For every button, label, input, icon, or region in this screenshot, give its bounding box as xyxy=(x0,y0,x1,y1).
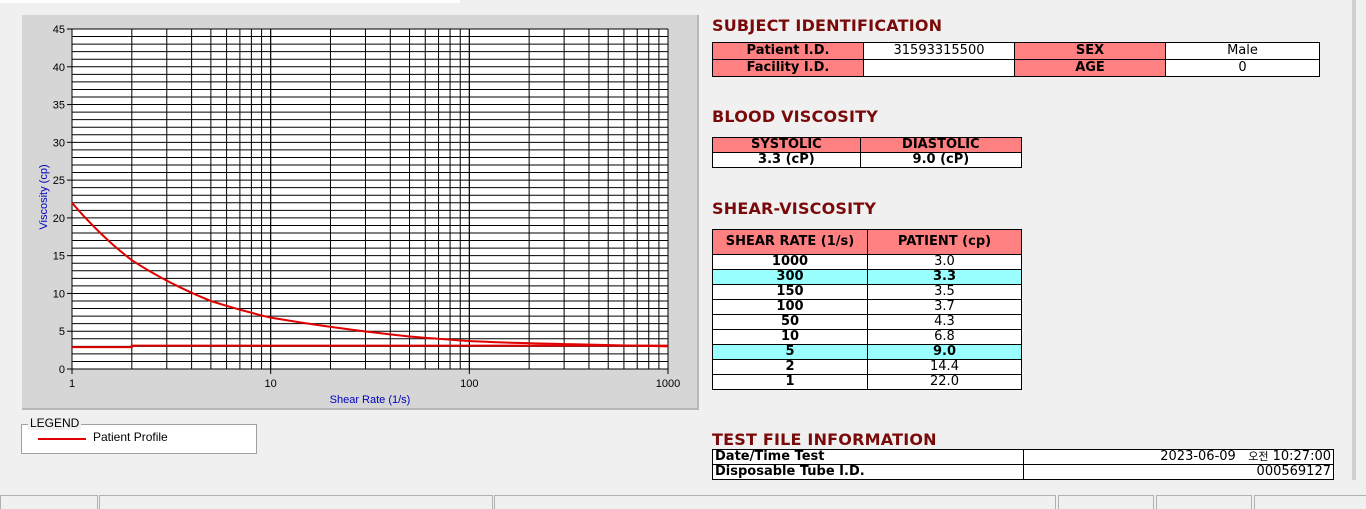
x-tick-label: 1 xyxy=(69,378,75,390)
status-pane xyxy=(99,495,493,509)
patient-value-cell: 3.3 xyxy=(867,269,1022,285)
shear-rate-cell: 150 xyxy=(712,284,868,300)
diastolic-value: 9.0 (cP) xyxy=(859,152,1023,168)
y-tick-label: 20 xyxy=(53,213,65,225)
shear-row: 5 9.0 xyxy=(712,344,1022,360)
shear-rate-cell: 50 xyxy=(712,314,868,330)
y-tick-label: 15 xyxy=(53,251,65,263)
x-axis-label: Shear Rate (1/s) xyxy=(330,394,411,406)
y-tick-label: 40 xyxy=(53,62,65,74)
shear-title: SHEAR-VISCOSITY xyxy=(712,199,877,218)
status-pane xyxy=(1254,495,1366,509)
viscosity-chart: 0 5 10 15 20 25 30 35 40 45 1 10 100 1000 Viscosity (… xyxy=(38,24,680,406)
x-tick-label: 10 xyxy=(265,378,277,390)
patient-header: PATIENT (cp) xyxy=(867,229,1022,255)
status-pane xyxy=(1058,495,1154,509)
y-tick-label: 25 xyxy=(53,175,65,187)
y-axis-label: Viscosity (cp) xyxy=(38,164,50,229)
y-tick-label: 35 xyxy=(53,100,65,112)
status-pane xyxy=(494,495,1056,509)
date-value: 2023-06-09 오전 10:27:00 xyxy=(1023,449,1334,465)
patient-value-cell: 14.4 xyxy=(867,359,1022,375)
subject-title: SUBJECT IDENTIFICATION xyxy=(712,16,943,35)
shear-row: 150 3.5 xyxy=(712,284,1022,300)
shear-row: 1 22.0 xyxy=(712,374,1022,390)
y-tick-label: 30 xyxy=(53,137,65,149)
systolic-label: SYSTOLIC xyxy=(712,137,861,153)
date-label: Date/Time Test xyxy=(712,449,1024,465)
legend-item-label: Patient Profile xyxy=(93,430,168,444)
patient-value-cell: 22.0 xyxy=(867,374,1022,390)
x-tick-label: 100 xyxy=(460,378,478,390)
y-tick-label: 5 xyxy=(59,326,65,338)
status-pane xyxy=(1156,495,1252,509)
legend-title: LEGEND xyxy=(28,416,82,430)
shear-rate-cell: 1000 xyxy=(712,254,868,270)
facility-id-label: Facility I.D. xyxy=(712,59,864,77)
patient-id-value: 31593315500 xyxy=(863,42,1015,60)
patient-profile-line xyxy=(71,202,669,348)
plot-area xyxy=(72,29,668,369)
x-tick-label: 1000 xyxy=(656,378,680,390)
age-value: 0 xyxy=(1165,59,1320,77)
systolic-value: 3.3 (cP) xyxy=(712,152,861,168)
shear-row: 100 3.7 xyxy=(712,299,1022,315)
y-tick-label: 45 xyxy=(53,24,65,36)
shear-rate-cell: 2 xyxy=(712,359,868,375)
tube-value: 000569127 xyxy=(1023,464,1334,480)
shear-rate-cell: 5 xyxy=(712,344,868,360)
shear-row: 1000 3.0 xyxy=(712,254,1022,270)
age-label: AGE xyxy=(1014,59,1166,77)
shear-rate-header: SHEAR RATE (1/s) xyxy=(712,229,868,255)
shear-row: 10 6.8 xyxy=(712,329,1022,345)
facility-id-value xyxy=(863,59,1015,77)
shear-row: 300 3.3 xyxy=(712,269,1022,285)
tube-label: Disposable Tube I.D. xyxy=(712,464,1024,480)
y-tick-label: 0 xyxy=(59,364,65,376)
testfile-table: Date/Time Test 2023-06-09 오전 10:27:00 Dis… xyxy=(712,449,1334,480)
testfile-title: TEST FILE INFORMATION xyxy=(712,430,937,449)
patient-id-label: Patient I.D. xyxy=(712,42,864,60)
shear-rate-cell: 1 xyxy=(712,374,868,390)
patient-value-cell: 3.0 xyxy=(867,254,1022,270)
blood-title: BLOOD VISCOSITY xyxy=(712,107,879,126)
shear-rate-cell: 300 xyxy=(712,269,868,285)
legend-swatch xyxy=(38,438,86,440)
diastolic-label: DIASTOLIC xyxy=(859,137,1023,153)
patient-value-cell: 3.7 xyxy=(867,299,1022,315)
shear-rate-cell: 10 xyxy=(712,329,868,345)
baseline-line xyxy=(72,344,668,349)
patient-value-cell: 6.8 xyxy=(867,329,1022,345)
blood-table: SYSTOLIC DIASTOLIC 3.3 (cP) 9.0 (cP) xyxy=(712,137,1023,168)
grid xyxy=(71,28,669,370)
status-pane xyxy=(0,495,98,509)
top-edge xyxy=(0,0,460,3)
shear-row: 50 4.3 xyxy=(712,314,1022,330)
patient-value-cell: 4.3 xyxy=(867,314,1022,330)
shear-table: SHEAR RATE (1/s) PATIENT (cp) 1000 3.0 300 3… xyxy=(712,229,1022,390)
subject-table: Patient I.D. 31593315500 SEX Male Facility … xyxy=(712,42,1320,77)
sex-value: Male xyxy=(1165,42,1320,60)
scrollbar[interactable] xyxy=(1352,0,1356,480)
shear-row: 2 14.4 xyxy=(712,359,1022,375)
patient-value-cell: 3.5 xyxy=(867,284,1022,300)
shear-rate-cell: 100 xyxy=(712,299,868,315)
y-tick-label: 10 xyxy=(53,288,65,300)
sex-label: SEX xyxy=(1014,42,1166,60)
patient-value-cell: 9.0 xyxy=(867,344,1022,360)
